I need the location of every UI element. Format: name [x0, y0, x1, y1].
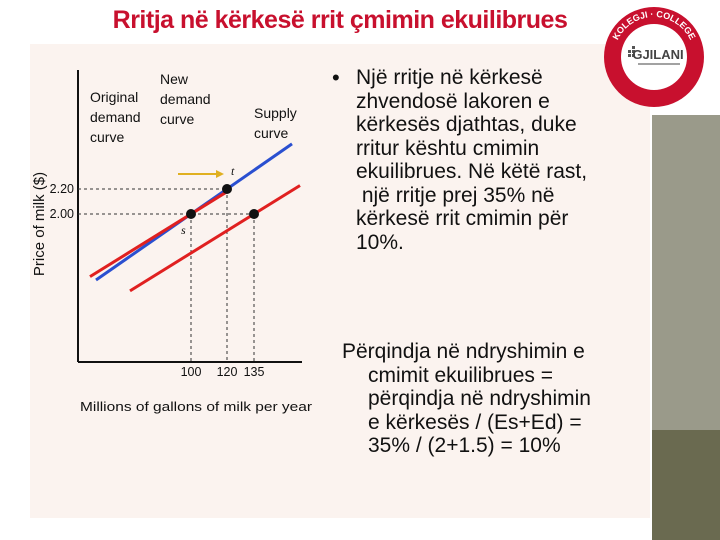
curve-label: demand: [90, 109, 141, 125]
logo-bottom-text: GJILAN: [637, 77, 670, 90]
decorative-side-bar-bottom: [652, 430, 720, 540]
bullet-line: një rritje prej 35% në: [356, 183, 555, 207]
supply-demand-chart: Price of milk ($) Millions of gallons of…: [31, 70, 312, 414]
point-label: s: [181, 223, 186, 237]
bullet-line: rritur kështu cmimin: [356, 136, 540, 160]
x-tick-label: 120: [217, 365, 238, 379]
college-logo-icon: KOLEGJI · COLLEGE GJILAN GJILANI: [604, 7, 704, 107]
logo-name: GJILANI: [632, 47, 683, 62]
curve-label: demand: [160, 91, 211, 107]
x-tick-label: 100: [181, 365, 202, 379]
original-demand-curve: [89, 191, 227, 278]
curves: [89, 142, 301, 293]
y-tick-label: 2.20: [50, 182, 74, 196]
svg-text:GJILAN: GJILAN: [637, 77, 670, 90]
curve-label: curve: [254, 125, 288, 141]
point-label: t: [231, 164, 235, 178]
curve-label: New: [160, 71, 189, 87]
y-axis-label: Price of milk ($): [31, 172, 48, 276]
bullet-dot: •: [332, 65, 340, 90]
curve-label: curve: [90, 129, 124, 145]
formula-line: Përqindja në ndryshimin e: [342, 340, 585, 363]
x-axis-label: Millions of gallons of milk per year: [80, 400, 312, 414]
formula-line: cmimit ekuilibrues =: [368, 363, 553, 387]
bullet-line: kërkesë rrit cmimin për: [356, 207, 569, 230]
formula-text: Përqindja në ndryshimin e cmimit ekuilib…: [342, 340, 642, 458]
equilibrium-points: st: [181, 164, 259, 237]
equilibrium-point: [186, 209, 196, 219]
formula-line: përqindja në ndryshimin: [368, 387, 591, 410]
equilibrium-point: [222, 184, 232, 194]
slide-panel: Price of milk ($) Millions of gallons of…: [30, 44, 650, 518]
x-tick-label: 135: [244, 365, 265, 379]
curve-label: curve: [160, 111, 194, 127]
bullet-line: ekuilibrues. Në këtë rast,: [356, 160, 588, 183]
bullet-line: 10%.: [356, 230, 404, 254]
y-tick-label: 2.00: [50, 207, 74, 221]
curve-labels: Original demand curve New demand curve Supply c…: [90, 71, 297, 145]
curve-label: Supply: [254, 105, 297, 121]
decorative-side-bar: [652, 115, 720, 430]
formula-line: 35% / (2+1.5) = 10%: [368, 434, 561, 457]
formula-line: e kërkesës / (Es+Ed) =: [368, 410, 582, 434]
guide-lines: [78, 188, 255, 362]
page-title: Rritja në kërkesë rrit çmimin ekuilibrue…: [112, 6, 568, 34]
new-demand-curve: [129, 184, 301, 293]
bullet-line: zhvendosë lakoren e: [356, 89, 550, 113]
curve-label: Original: [90, 89, 138, 105]
explanation-bullet: • Një rritje në kërkesë zhvendosë lakore…: [330, 66, 640, 254]
tick-labels: 100 120 135 2.00 2.20: [50, 182, 265, 379]
equilibrium-point: [249, 209, 259, 219]
bullet-line: Një rritje në kërkesë: [356, 66, 543, 89]
bullet-line: kërkesës djathtas, duke: [356, 113, 577, 136]
shift-arrow: [178, 170, 224, 178]
